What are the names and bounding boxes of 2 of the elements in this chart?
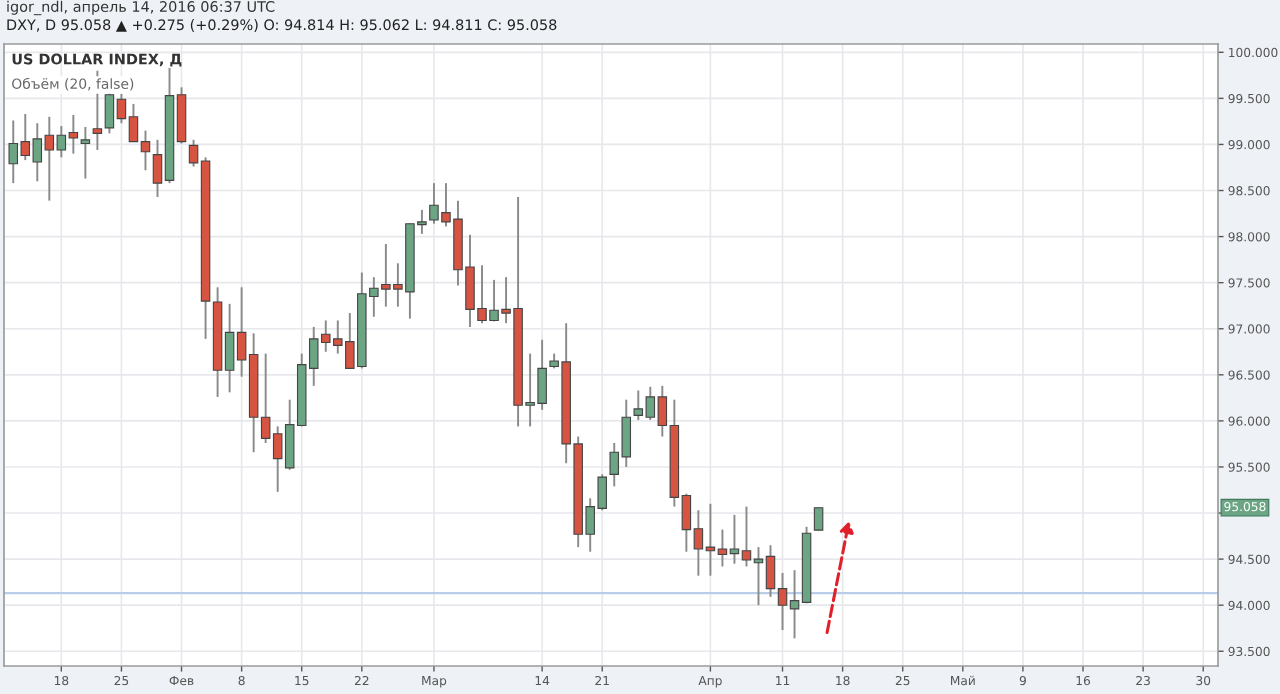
candlestick: [80, 125, 91, 180]
candlestick: [813, 506, 824, 532]
